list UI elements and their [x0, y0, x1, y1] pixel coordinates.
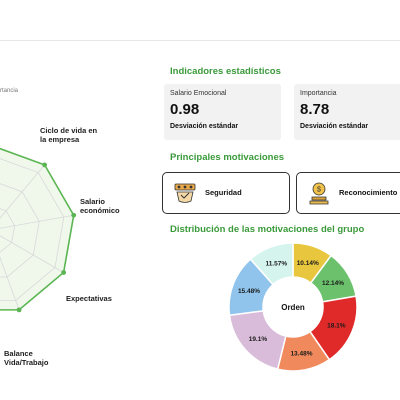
- axis-label-ciclo-line2: la empresa: [40, 135, 80, 144]
- distribution-title: Distribución de las motivaciones del gru…: [170, 224, 365, 235]
- donut-slice-label: 15.48%: [238, 288, 260, 295]
- stat-value: 8.78: [300, 101, 330, 118]
- stat-card-salario-emocional: Salario Emocional 0.98 Desviación estánd…: [164, 84, 281, 140]
- axis-label-salario-line1: Salario: [80, 197, 106, 206]
- donut-slice-label: 19.1%: [249, 336, 268, 343]
- donut-slice-label: 10.14%: [297, 260, 319, 267]
- axis-label-salario-line2: económico: [80, 206, 120, 215]
- svg-text:$: $: [317, 187, 321, 194]
- radar-series-area: [0, 147, 75, 311]
- top-bar: [0, 0, 400, 41]
- radar-chart: [0, 147, 77, 313]
- motivation-card-seguridad[interactable]: Seguridad: [162, 172, 290, 214]
- stat-label: Salario Emocional: [170, 90, 227, 97]
- radar-legend-label: rtancia: [0, 88, 19, 94]
- radar-spoke: [0, 256, 20, 311]
- radar-grid-ring: [0, 208, 16, 253]
- donut-slice-label: 13.48%: [290, 351, 312, 358]
- motivations-title: Principales motivaciones: [170, 152, 285, 163]
- motivation-label: Seguridad: [205, 188, 242, 197]
- donut-chart: 10.14% 12.14% 18.1% 13.48% 19.1% 15.48% 11.57%…: [228, 242, 358, 372]
- radar-point: [61, 270, 67, 275]
- donut-slice-label: 12.14%: [322, 280, 344, 287]
- stat-value: 0.98: [170, 101, 200, 118]
- radar-spoke: [0, 164, 45, 219]
- award-icon: $: [309, 182, 329, 205]
- radar-point: [71, 212, 77, 218]
- radar-point: [42, 162, 48, 168]
- stat-card-importancia: Importancia 8.78 Desviación estándar: [294, 84, 400, 140]
- axis-label-balance-line2: Vida/Trabajo: [4, 358, 49, 367]
- motivation-card-reconocimiento[interactable]: $ Reconocimiento: [296, 172, 400, 214]
- axis-label-expectativas: Expectativas: [66, 294, 112, 303]
- stat-sublabel: Desviación estándar: [170, 123, 239, 130]
- donut-slice-label: 18.1%: [327, 323, 346, 330]
- motivation-label: Reconocimiento: [339, 188, 398, 197]
- security-icon: [174, 183, 196, 203]
- donut-center-label: Orden: [281, 303, 305, 312]
- radar-spoke: [0, 235, 64, 273]
- stat-sublabel: Desviación estándar: [300, 123, 369, 130]
- axis-label-ciclo: Ciclo de vida en la empresa: [40, 126, 97, 144]
- stat-label: Importancia: [300, 90, 337, 97]
- axis-label-ciclo-line1: Ciclo de vida en: [40, 126, 98, 135]
- donut-slice[interactable]: [249, 242, 294, 286]
- donut-slice-label: 11.57%: [265, 261, 287, 268]
- indicators-title: Indicadores estadísticos: [170, 66, 281, 77]
- radar-spoke: [0, 214, 74, 229]
- radar-grid-ring: [0, 183, 40, 278]
- axis-label-balance-line1: Balance: [4, 349, 33, 358]
- radar-point: [16, 307, 22, 313]
- axis-label-balance: Balance Vida/Trabajo: [4, 349, 48, 367]
- axis-label-salario: Salario económico: [80, 197, 120, 215]
- axis-label-expectativas-line1: Expectativas: [66, 294, 112, 303]
- radar-grid-ring: [0, 158, 65, 301]
